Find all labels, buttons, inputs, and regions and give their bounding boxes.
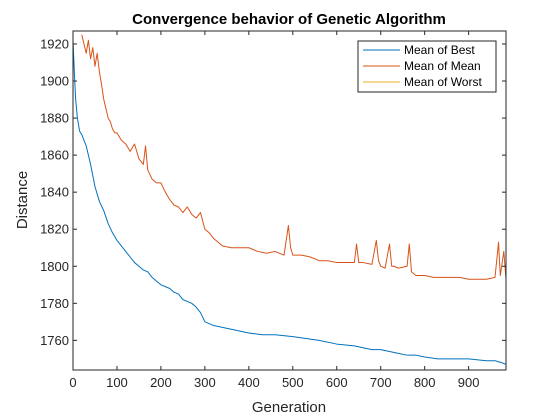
legend: Mean of Best Mean of Mean Mean of Worst [357,40,497,93]
series-layer [73,34,506,365]
y-axis-label: Distance [14,171,31,229]
chart-title: Convergence behavior of Genetic Algorith… [132,11,446,28]
y-tick-label: 1900 [40,74,69,89]
series-line-1 [73,40,506,365]
y-tick-label: 1860 [40,148,69,163]
legend-label-1: Mean of Best [404,43,475,57]
x-axis-label: Generation [252,399,326,416]
y-tick-label: 1920 [40,36,69,51]
x-tick-label: 700 [370,375,392,390]
y-tick-label: 1880 [40,111,69,126]
y-tick-label: 1800 [40,259,69,274]
series-line-2 [81,34,506,280]
legend-label-3: Mean of Worst [404,75,482,89]
x-tick-label: 600 [326,375,348,390]
x-tick-label: 800 [414,375,436,390]
plot-frame [72,30,507,371]
x-axis: 0 100 200 300 400 500 600 700 800 900 [69,31,479,390]
x-tick-label: 400 [238,375,260,390]
legend-label-2: Mean of Mean [404,59,481,73]
x-tick-label: 900 [458,375,480,390]
x-tick-label: 200 [150,375,172,390]
y-axis: 1760 1780 1800 1820 1840 1860 1880 1900 1920 [40,36,506,348]
y-tick-label: 1840 [40,185,69,200]
x-tick-label: 300 [194,375,216,390]
y-tick-label: 1760 [40,333,69,348]
y-tick-label: 1820 [40,222,69,237]
y-tick-label: 1780 [40,296,69,311]
x-tick-label: 500 [282,375,304,390]
x-tick-label: 100 [106,375,128,390]
x-tick-label: 0 [69,375,76,390]
